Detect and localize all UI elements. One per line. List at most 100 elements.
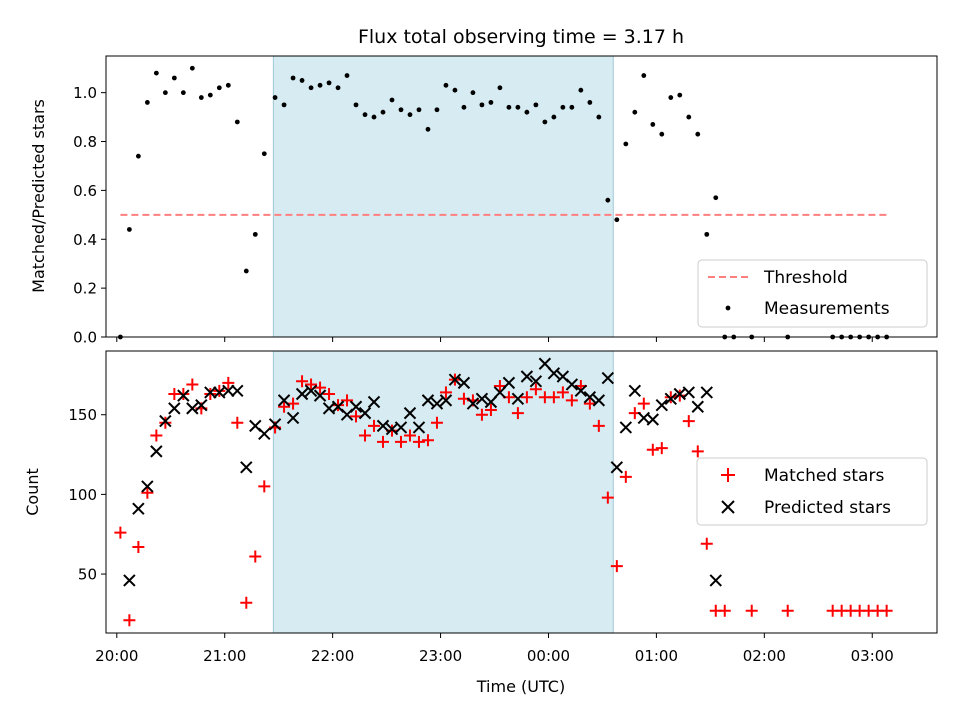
count-points bbox=[114, 357, 893, 627]
matched-star-marker bbox=[718, 604, 731, 617]
measurement-point bbox=[207, 92, 213, 98]
predicted-star-marker bbox=[457, 376, 471, 390]
matched-star-marker bbox=[556, 386, 569, 399]
predicted-star-marker bbox=[439, 394, 453, 407]
matched-star-marker bbox=[880, 604, 893, 617]
ratio-y-axis-label: Matched/Predicted stars bbox=[29, 99, 48, 293]
matched-star-marker bbox=[350, 410, 363, 423]
matched-star-marker bbox=[287, 397, 300, 410]
predicted-star-marker bbox=[295, 387, 309, 401]
measurement-point bbox=[551, 114, 557, 120]
matched-star-marker bbox=[368, 419, 381, 432]
measurement-point bbox=[371, 114, 377, 120]
time-x-tick-label: 23:00 bbox=[419, 647, 462, 665]
measurement-point bbox=[677, 92, 683, 98]
measurement-point bbox=[488, 100, 494, 105]
matched-star-marker bbox=[682, 415, 695, 428]
matched-star-marker bbox=[249, 550, 262, 563]
predicted-star-marker bbox=[258, 427, 271, 441]
matched-star-marker bbox=[412, 435, 425, 448]
matched-star-marker bbox=[655, 442, 668, 455]
measurement-point bbox=[153, 70, 159, 76]
predicted-star-marker bbox=[349, 400, 363, 413]
observing-window-shade-top bbox=[272, 55, 614, 338]
measurement-point bbox=[198, 95, 204, 100]
ratio-panel: 0.0 0.2 0.4 0.6 0.8 1.0 Matched/Predicted sta… bbox=[29, 55, 938, 347]
matched-star-marker bbox=[341, 394, 354, 407]
measurement-point bbox=[632, 109, 638, 115]
legend-measurements-label: Measurements bbox=[764, 299, 890, 319]
predicted-star-marker bbox=[610, 461, 624, 474]
measurement-point bbox=[560, 104, 566, 110]
predicted-star-marker bbox=[123, 574, 136, 587]
ratio-legend-box bbox=[697, 259, 928, 328]
measurement-point bbox=[542, 119, 548, 125]
time-x-axis: 20:00 21:00 22:00 23:00 00:00 01:00 02:00 03:00 bbox=[95, 633, 894, 665]
matched-star-marker bbox=[610, 560, 623, 573]
predicted-star-marker bbox=[655, 398, 669, 412]
matched-star-marker bbox=[637, 397, 650, 410]
matched-star-marker bbox=[511, 407, 524, 420]
predicted-star-marker bbox=[204, 386, 217, 399]
predicted-star-marker bbox=[277, 394, 291, 407]
ratio-y-tick-label: 0.6 bbox=[73, 182, 97, 200]
ratio-y-tick-label: 1.0 bbox=[73, 84, 97, 102]
measurement-point bbox=[713, 195, 719, 201]
predicted-star-marker bbox=[150, 445, 163, 458]
matched-star-marker bbox=[394, 435, 407, 448]
count-legend-box bbox=[696, 457, 928, 526]
predicted-star-marker bbox=[313, 389, 327, 402]
predicted-star-marker bbox=[231, 384, 244, 398]
matched-star-marker bbox=[305, 378, 318, 391]
predicted-star-marker bbox=[583, 390, 597, 404]
predicted-star-marker bbox=[376, 419, 390, 433]
measurement-point bbox=[452, 87, 458, 93]
matched-star-marker bbox=[583, 397, 596, 410]
matched-star-marker bbox=[484, 403, 497, 416]
measurement-point bbox=[398, 107, 404, 113]
count-y-tick-label: 50 bbox=[78, 566, 97, 584]
predicted-star-marker bbox=[520, 370, 534, 383]
predicted-star-marker bbox=[268, 418, 282, 431]
measurement-point bbox=[704, 231, 710, 237]
matched-star-marker bbox=[332, 399, 345, 412]
matched-star-marker bbox=[619, 470, 632, 483]
measurement-point bbox=[317, 82, 323, 88]
predicted-star-marker bbox=[592, 394, 606, 407]
matched-star-marker bbox=[377, 435, 389, 448]
matched-star-marker bbox=[565, 394, 578, 407]
matched-star-marker bbox=[186, 378, 199, 391]
measurement-point bbox=[461, 104, 467, 110]
matched-star-marker bbox=[745, 604, 758, 617]
measurement-point bbox=[569, 104, 575, 110]
matched-star-marker bbox=[403, 429, 416, 442]
measurement-point bbox=[641, 73, 647, 78]
measurement-point bbox=[234, 119, 240, 125]
count-panel: 50 100 150 20:00 21:00 22:00 23:00 00:00 01:00 0… bbox=[23, 350, 938, 696]
matched-star-marker bbox=[258, 480, 271, 493]
predicted-star-marker bbox=[619, 421, 633, 434]
predicted-star-marker bbox=[682, 386, 695, 399]
matched-star-marker bbox=[141, 486, 154, 499]
predicted-star-marker bbox=[304, 384, 318, 398]
matched-star-marker bbox=[439, 386, 452, 399]
predicted-star-marker bbox=[448, 373, 462, 386]
legend-predicted-swatch bbox=[721, 500, 735, 514]
measurement-point bbox=[587, 100, 593, 105]
matched-star-marker bbox=[240, 596, 253, 609]
measurement-point bbox=[497, 85, 503, 91]
matched-star-marker bbox=[430, 416, 443, 429]
ratio-panel-frame bbox=[105, 55, 938, 338]
measurement-point bbox=[189, 65, 195, 71]
predicted-star-marker bbox=[646, 413, 660, 426]
measurement-point bbox=[470, 90, 476, 96]
predicted-star-marker bbox=[547, 367, 561, 380]
predicted-star-marker bbox=[484, 395, 498, 409]
predicted-star-marker bbox=[700, 386, 713, 399]
matched-star-marker bbox=[691, 445, 704, 458]
predicted-star-marker bbox=[601, 371, 615, 385]
time-x-axis-label: Time (UTC) bbox=[476, 677, 565, 696]
predicted-star-marker bbox=[511, 392, 525, 406]
predicted-star-marker bbox=[141, 480, 154, 493]
matched-star-marker bbox=[123, 614, 136, 627]
